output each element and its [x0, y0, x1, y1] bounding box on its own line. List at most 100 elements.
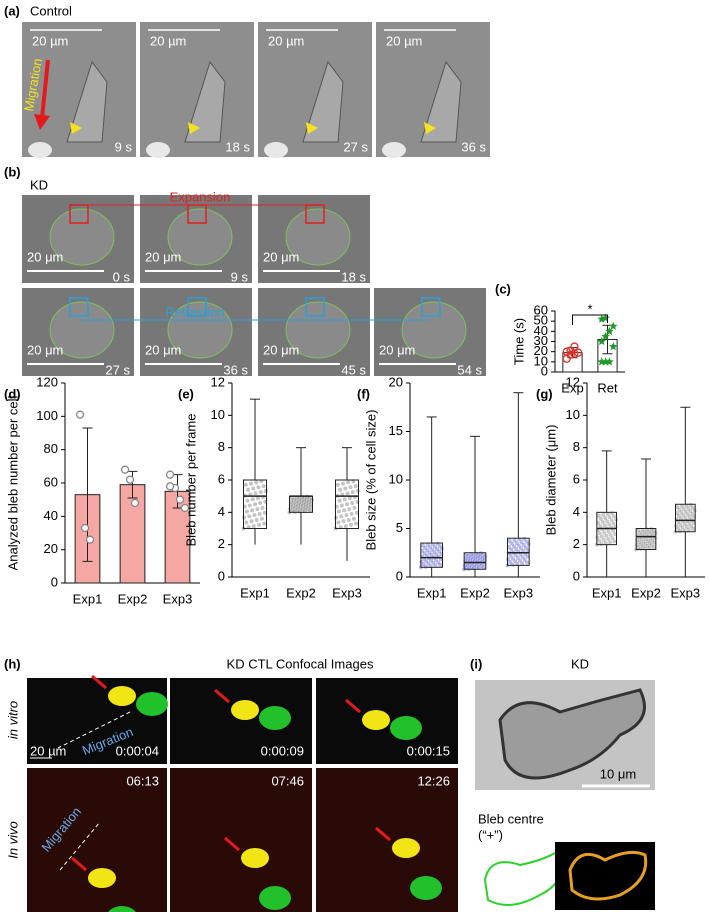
point: [597, 337, 606, 346]
jitter: [523, 545, 528, 550]
jitter: [436, 560, 441, 565]
jitter: [604, 533, 609, 538]
jitter: [254, 480, 259, 485]
jitter: [344, 513, 349, 518]
jitter: [343, 486, 348, 491]
jitter: [522, 557, 527, 562]
jitter: [346, 518, 351, 523]
red-arrow: [224, 836, 240, 852]
jitter: [606, 529, 611, 534]
jitter: [429, 553, 434, 558]
cell: [241, 848, 269, 868]
label: Bleb size (% of cell size): [363, 410, 378, 551]
cell: [390, 716, 422, 740]
jitter: [303, 505, 308, 510]
jitter: [520, 555, 525, 560]
label: 0: [218, 568, 225, 583]
jitter: [685, 512, 690, 517]
label: 20 μm: [27, 342, 63, 357]
jitter: [688, 502, 693, 507]
cell: [302, 60, 344, 143]
label: 12: [566, 374, 580, 389]
jitter: [336, 509, 341, 514]
jitter: [469, 564, 474, 569]
roi: [69, 204, 89, 224]
label: 18 s: [341, 269, 366, 284]
label: 18 s: [225, 139, 250, 154]
jitter: [289, 499, 294, 504]
label: Retraction: [165, 304, 224, 319]
jitter: [602, 523, 607, 528]
confocal-image: [27, 768, 167, 912]
point: [574, 348, 583, 357]
label: 20 µm: [268, 33, 304, 48]
jitter: [642, 530, 647, 535]
label: 27 s: [105, 362, 130, 377]
jitter: [249, 519, 254, 524]
jitter: [297, 496, 302, 501]
label: 2: [573, 536, 580, 551]
jitter: [596, 513, 601, 518]
jitter: [299, 502, 303, 507]
jitter: [472, 562, 477, 567]
jitter: [304, 501, 309, 506]
red-arrow: [375, 826, 391, 842]
label: Exp3: [163, 591, 193, 606]
label: 0:00:15: [407, 743, 450, 758]
significance-bracket: [572, 314, 608, 325]
jitter: [675, 504, 680, 509]
roi: [187, 297, 207, 317]
label: Exp2: [631, 585, 661, 600]
jitter: [681, 507, 686, 512]
jitter: [684, 524, 689, 529]
label: 10: [534, 353, 548, 368]
confocal-image: [27, 678, 167, 764]
jitter: [610, 536, 615, 541]
jitter: [245, 498, 250, 503]
jitter: [643, 541, 648, 546]
jitter: [247, 503, 252, 508]
jitter: [262, 521, 267, 526]
jitter: [603, 541, 608, 546]
jitter: [302, 496, 307, 501]
jitter: [343, 524, 348, 529]
jitter: [349, 522, 354, 527]
jitter: [524, 539, 529, 544]
jitter: [612, 514, 617, 519]
jitter: [679, 510, 684, 515]
point: [605, 357, 614, 366]
roi: [69, 297, 89, 317]
label: 10: [389, 471, 403, 486]
jitter: [355, 488, 360, 493]
jitter: [519, 540, 524, 545]
label: 20 μm: [145, 342, 181, 357]
jitter: [687, 521, 692, 526]
jitter: [290, 504, 295, 509]
jitter: [338, 487, 343, 492]
jitter: [650, 538, 655, 543]
label: 20: [389, 374, 403, 389]
migration-arrow: [40, 59, 50, 119]
jitter: [679, 504, 684, 509]
point: [165, 470, 175, 479]
jitter: [429, 558, 434, 563]
jitter: [508, 559, 513, 564]
jitter: [246, 487, 251, 492]
point: [601, 331, 610, 341]
red-arrow: [214, 688, 230, 704]
label: 20 µm: [386, 33, 422, 48]
cell: [49, 208, 115, 266]
jitter: [434, 558, 438, 563]
point: [130, 498, 140, 508]
label: Exp1: [592, 585, 622, 600]
label: 100: [36, 408, 58, 423]
jitter: [507, 545, 512, 550]
label: 20 µm: [150, 33, 186, 48]
jitter: [348, 485, 353, 490]
jitter: [438, 562, 443, 567]
jitter: [263, 488, 268, 493]
jitter: [465, 557, 470, 562]
jitter: [247, 514, 252, 519]
label: Time (s): [511, 318, 526, 365]
label: 4: [573, 504, 580, 519]
